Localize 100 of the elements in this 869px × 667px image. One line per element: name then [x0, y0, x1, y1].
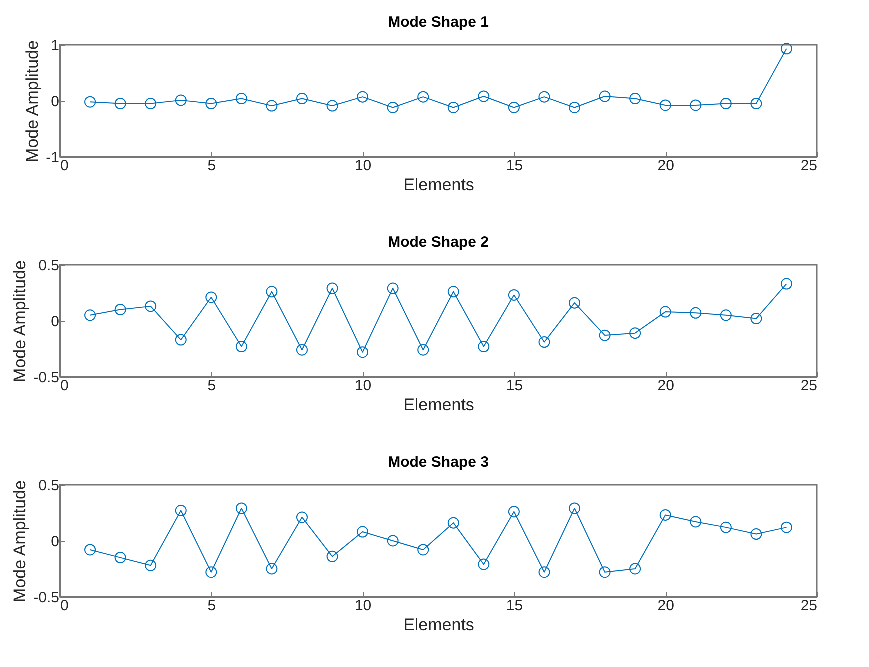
point	[630, 93, 642, 104]
point	[114, 98, 126, 110]
point	[236, 93, 248, 104]
point	[599, 330, 611, 342]
point	[660, 100, 672, 112]
y-tick-label: 0.5	[38, 258, 60, 274]
x-tick-label: 15	[506, 158, 524, 174]
point	[720, 522, 732, 534]
point	[690, 100, 702, 112]
point	[478, 341, 490, 352]
point	[175, 94, 187, 106]
point	[114, 304, 126, 316]
x-tick-label: 5	[208, 158, 216, 174]
chart-title: Mode Shape 3	[388, 454, 489, 471]
point	[145, 300, 157, 312]
y-tick-label: 0	[51, 94, 60, 110]
y-tick-label: 0.5	[38, 478, 60, 494]
x-tick-label: 10	[354, 158, 372, 174]
point	[630, 328, 642, 340]
point	[175, 334, 187, 346]
point	[357, 346, 369, 358]
point	[266, 100, 278, 112]
point	[750, 98, 762, 110]
y-tick-label: 0	[51, 314, 60, 330]
point	[660, 510, 672, 521]
point	[448, 102, 460, 114]
x-axis-title: Elements	[404, 176, 474, 194]
x-tick-label: 25	[800, 378, 818, 394]
x-tick-label: 5	[208, 598, 216, 614]
y-tick-label: -0.5	[34, 370, 60, 386]
point	[478, 90, 490, 102]
point	[296, 344, 308, 356]
point	[84, 544, 96, 556]
point	[569, 502, 581, 514]
point	[326, 100, 338, 112]
x-tick-label: 15	[506, 378, 524, 394]
point	[84, 310, 96, 322]
point	[236, 341, 248, 352]
point	[599, 90, 611, 102]
point	[357, 526, 369, 538]
chart-title: Mode Shape 2	[388, 234, 489, 251]
x-tick-label: 5	[208, 378, 216, 394]
point	[690, 516, 702, 528]
point	[508, 290, 520, 301]
point	[690, 307, 702, 319]
point	[720, 310, 732, 322]
point	[750, 528, 762, 540]
point	[206, 98, 218, 110]
point	[206, 292, 218, 304]
y-axis-title: Mode Amplitude	[10, 480, 30, 602]
point	[448, 286, 460, 298]
x-tick-label: 20	[658, 598, 674, 614]
x-tick-label: 20	[658, 378, 674, 394]
point	[780, 522, 792, 534]
point	[418, 91, 430, 103]
x-tick-label: 25	[800, 598, 818, 614]
point	[569, 297, 581, 309]
point	[387, 102, 399, 114]
point	[660, 306, 672, 318]
y-tick-label: -1	[46, 150, 60, 166]
point	[84, 96, 96, 108]
point	[326, 282, 338, 294]
point	[418, 544, 430, 556]
point	[569, 102, 581, 114]
point	[114, 552, 126, 564]
point	[508, 102, 520, 114]
point	[418, 344, 430, 356]
x-tick-label: 10	[354, 598, 372, 614]
point	[780, 278, 792, 290]
x-axis-title: Elements	[404, 616, 474, 634]
point	[599, 566, 611, 578]
point	[326, 550, 338, 562]
point	[145, 560, 157, 572]
point	[630, 563, 642, 575]
point	[387, 282, 399, 294]
point	[236, 502, 248, 514]
chart-title: Mode Shape 1	[388, 14, 489, 31]
point	[175, 505, 187, 516]
point	[538, 566, 550, 578]
point	[720, 98, 732, 110]
x-axis-title: Elements	[404, 396, 474, 414]
x-tick-label: 25	[800, 158, 818, 174]
y-tick-label: 0	[51, 534, 60, 550]
point	[478, 558, 490, 570]
point	[448, 517, 460, 529]
point	[296, 512, 308, 524]
y-axis-title: Mode Amplitude	[10, 260, 30, 382]
point	[508, 506, 520, 518]
y-axis-title: Mode Amplitude	[23, 40, 42, 162]
x-tick-label: 10	[354, 378, 372, 394]
x-tick-label: 20	[658, 158, 674, 174]
point	[357, 91, 369, 103]
point	[145, 98, 157, 110]
y-tick-label: -0.5	[34, 590, 60, 606]
y-tick-label: 1	[51, 38, 60, 54]
point	[206, 566, 218, 578]
point	[780, 43, 792, 55]
point	[266, 563, 278, 575]
point	[750, 313, 762, 324]
point	[266, 286, 278, 298]
